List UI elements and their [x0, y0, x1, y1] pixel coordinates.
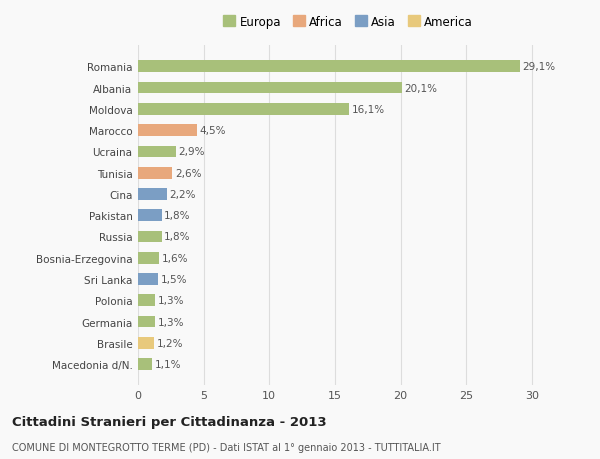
- Text: 1,5%: 1,5%: [160, 274, 187, 285]
- Bar: [138, 337, 154, 349]
- Text: 4,5%: 4,5%: [200, 126, 226, 136]
- Bar: [138, 83, 402, 94]
- Bar: [138, 104, 349, 116]
- Bar: [138, 274, 158, 285]
- Text: 1,8%: 1,8%: [164, 211, 191, 221]
- Text: 1,1%: 1,1%: [155, 359, 182, 369]
- Text: 20,1%: 20,1%: [404, 84, 437, 93]
- Text: 2,2%: 2,2%: [170, 190, 196, 200]
- Text: COMUNE DI MONTEGROTTO TERME (PD) - Dati ISTAT al 1° gennaio 2013 - TUTTITALIA.IT: COMUNE DI MONTEGROTTO TERME (PD) - Dati …: [12, 442, 440, 452]
- Bar: [138, 168, 172, 179]
- Text: 2,9%: 2,9%: [179, 147, 205, 157]
- Bar: [138, 295, 155, 307]
- Bar: [138, 146, 176, 158]
- Bar: [138, 62, 520, 73]
- Text: Cittadini Stranieri per Cittadinanza - 2013: Cittadini Stranieri per Cittadinanza - 2…: [12, 415, 326, 428]
- Bar: [138, 252, 159, 264]
- Legend: Europa, Africa, Asia, America: Europa, Africa, Asia, America: [218, 11, 478, 34]
- Bar: [138, 210, 161, 222]
- Bar: [138, 316, 155, 328]
- Text: 29,1%: 29,1%: [523, 62, 556, 72]
- Text: 16,1%: 16,1%: [352, 105, 385, 115]
- Text: 1,3%: 1,3%: [158, 296, 184, 306]
- Bar: [138, 358, 152, 370]
- Text: 1,8%: 1,8%: [164, 232, 191, 242]
- Text: 1,2%: 1,2%: [157, 338, 183, 348]
- Bar: [138, 231, 161, 243]
- Bar: [138, 189, 167, 200]
- Text: 1,3%: 1,3%: [158, 317, 184, 327]
- Text: 2,6%: 2,6%: [175, 168, 201, 178]
- Bar: [138, 125, 197, 137]
- Text: 1,6%: 1,6%: [161, 253, 188, 263]
